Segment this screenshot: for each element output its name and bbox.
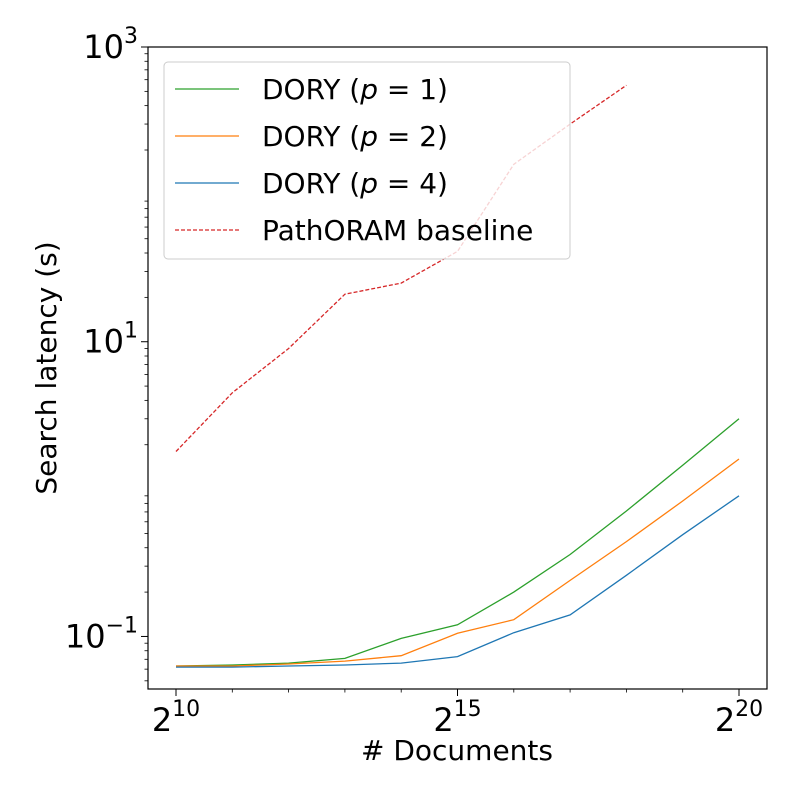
legend-label-2: DORY (p = 2) [262, 120, 448, 153]
x-axis: 210 215 220 [152, 689, 763, 739]
y-tick-label: 10−1 [65, 613, 138, 655]
y-axis-label: Search latency (s) [30, 241, 63, 494]
y-axis: 10−1 101 103 [65, 24, 148, 682]
y-tick-label: 101 [83, 319, 138, 361]
series-line-3 [176, 495, 740, 668]
plot-marks [175, 84, 740, 668]
legend-label-1: DORY (p = 1) [262, 73, 448, 106]
legend-label-3: DORY (p = 4) [262, 167, 448, 200]
legend-label-4: PathORAM baseline [262, 214, 533, 247]
series-line-1 [175, 418, 740, 667]
series-line-4 [175, 84, 627, 452]
x-tick-label: 210 [152, 697, 200, 739]
legend-box [163, 61, 571, 260]
series-line-2 [176, 458, 740, 667]
y-tick-label: 103 [83, 24, 138, 66]
legend: DORY (p = 1) DORY (p = 2) DORY (p = 4) Path… [163, 61, 571, 260]
x-tick-label: 215 [433, 697, 481, 739]
x-tick-label: 220 [715, 697, 763, 739]
x-axis-label: # Documents [361, 734, 553, 767]
